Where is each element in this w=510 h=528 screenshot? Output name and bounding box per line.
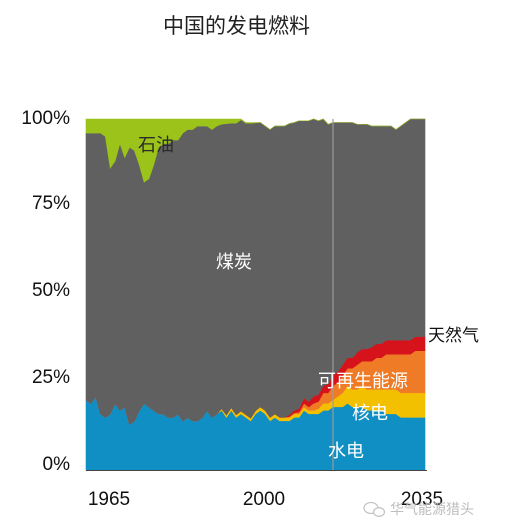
y-tick-label: 100% xyxy=(21,108,70,129)
y-tick-label: 50% xyxy=(32,280,70,301)
series-label-gas: 天然气 xyxy=(428,326,479,346)
y-tick-label: 0% xyxy=(43,454,71,475)
wechat-icon xyxy=(363,501,386,517)
y-tick-label: 75% xyxy=(32,193,70,214)
y-tick-label: 25% xyxy=(32,367,70,388)
chart-title: 中国的发电燃料 xyxy=(163,14,310,38)
series-label-renewables: 可再生能源 xyxy=(318,371,408,392)
series-labels: 石油 煤炭 天然气 可再生能源 核电 水电 xyxy=(138,135,479,462)
series-label-coal: 煤炭 xyxy=(216,252,252,273)
watermark: 华气能源猎头 xyxy=(363,501,474,518)
series-label-nuclear: 核电 xyxy=(352,403,388,424)
x-tick-label: 2035 xyxy=(401,489,443,510)
x-tick-label: 1965 xyxy=(88,489,130,510)
plot-area xyxy=(85,118,426,471)
watermark-text: 华气能源猎头 xyxy=(390,502,474,518)
series-label-oil: 石油 xyxy=(138,135,174,156)
series-label-hydro: 水电 xyxy=(328,441,364,462)
area-series-oil xyxy=(85,118,425,183)
y-axis: 0% 25% 50% 75% 100% xyxy=(21,108,70,475)
x-tick-label: 2000 xyxy=(243,489,285,510)
x-axis: 1965 2000 2035 xyxy=(88,489,443,510)
